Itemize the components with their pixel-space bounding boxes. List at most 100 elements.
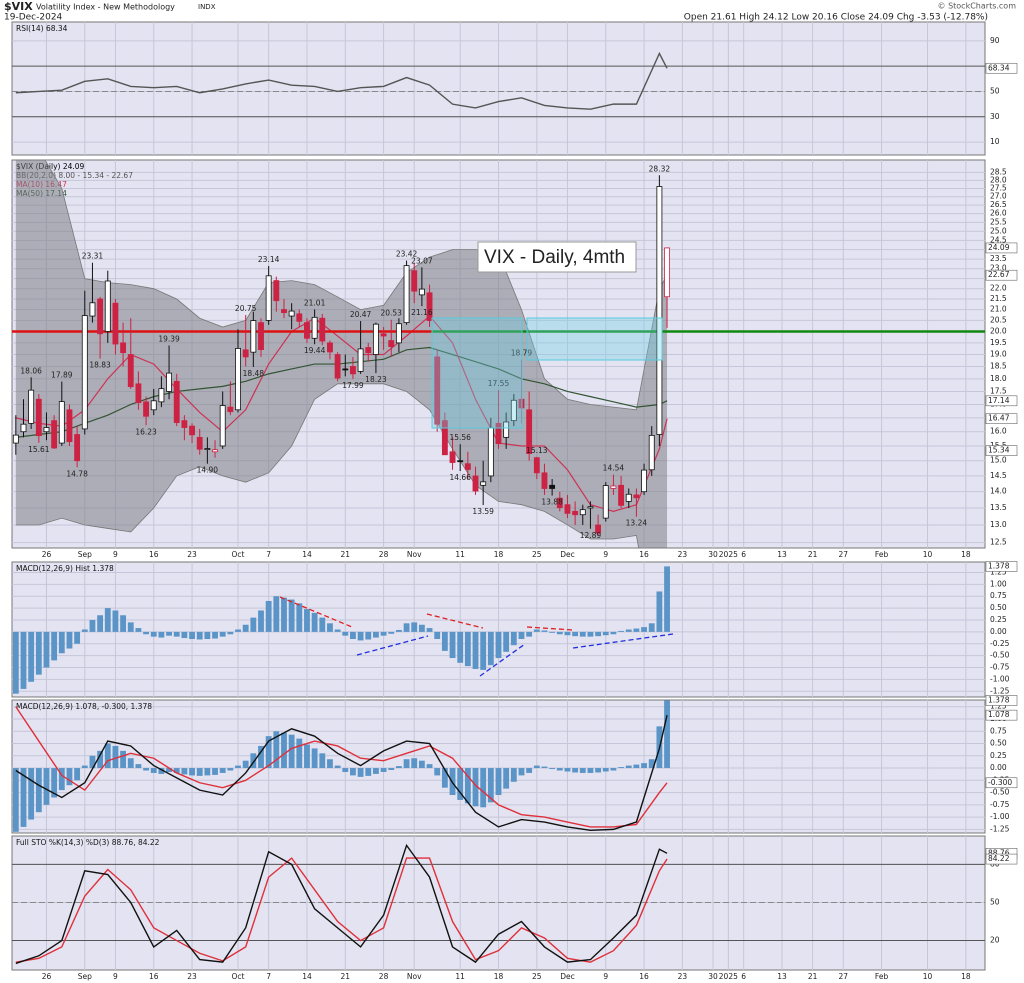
histogram-bar bbox=[66, 631, 73, 649]
histogram-bar bbox=[373, 768, 379, 774]
price-annotation: 19.39 bbox=[158, 334, 180, 343]
candle-body bbox=[189, 425, 195, 436]
histogram-bar bbox=[66, 768, 73, 786]
histogram-bar bbox=[97, 750, 104, 769]
x-tick-label: 11 bbox=[455, 550, 465, 559]
histogram-bar bbox=[112, 610, 119, 632]
histogram-bar bbox=[327, 759, 333, 769]
histogram-bar bbox=[227, 631, 234, 635]
histogram-bar bbox=[395, 629, 402, 632]
y-tick-label: 0.00 bbox=[990, 763, 1007, 772]
y-tick-label: 24.5 bbox=[990, 235, 1007, 244]
price-annotation: 28.32 bbox=[649, 164, 671, 173]
candle-body bbox=[595, 524, 602, 534]
price-annotation: 13.88 bbox=[541, 498, 563, 507]
x-tick-label: 13 bbox=[777, 550, 787, 559]
histogram-bar bbox=[434, 768, 441, 776]
candle-body bbox=[618, 484, 625, 506]
y-tick-label: -0.75 bbox=[990, 800, 1010, 809]
histogram-bar bbox=[81, 765, 88, 769]
histogram-bar bbox=[311, 748, 318, 769]
histogram-bar bbox=[625, 629, 632, 632]
y-tick-label: -1.25 bbox=[990, 686, 1010, 695]
histogram-bar bbox=[564, 768, 571, 772]
candle-body bbox=[327, 342, 333, 353]
histogram-bar bbox=[518, 768, 525, 776]
y-tick-label: -0.25 bbox=[990, 639, 1010, 648]
histogram-bar bbox=[28, 631, 35, 682]
histogram-bar bbox=[457, 768, 464, 800]
price-annotation: 15.61 bbox=[28, 445, 50, 454]
candle-body bbox=[633, 494, 640, 499]
x-tick-label: Dec bbox=[560, 550, 575, 559]
legend-entry: $VIX (Daily) 24.09 bbox=[16, 162, 85, 171]
histogram-bar bbox=[541, 630, 548, 632]
price-annotation: 20.47 bbox=[350, 310, 372, 319]
ma10-line bbox=[15, 315, 668, 512]
candle-body bbox=[235, 348, 241, 411]
histogram-bar bbox=[350, 631, 356, 640]
histogram-bar bbox=[288, 734, 295, 769]
y-tick-label: 23.5 bbox=[990, 254, 1007, 263]
x-tick-label: 28 bbox=[379, 972, 389, 981]
x-tick-label: Feb bbox=[875, 972, 889, 981]
histogram-bar bbox=[143, 631, 149, 635]
candle-body bbox=[602, 485, 609, 519]
x-tick-label: 2025 bbox=[719, 550, 738, 559]
candle-body bbox=[304, 322, 310, 339]
histogram-bar bbox=[135, 764, 142, 769]
histogram-bar bbox=[449, 631, 456, 659]
histogram-bar bbox=[242, 760, 249, 769]
histogram-bar bbox=[357, 631, 364, 641]
drawn-annotations bbox=[279, 317, 674, 677]
x-tick-label: 9 bbox=[113, 972, 118, 981]
candle-body bbox=[319, 317, 326, 342]
histogram-bar bbox=[426, 764, 433, 769]
text-box-label: VIX - Daily, 4mth bbox=[484, 247, 625, 268]
histogram-bar bbox=[219, 631, 226, 637]
legend-entry: BB(20,2.0) 8.00 - 15.34 - 22.67 bbox=[16, 171, 133, 180]
histogram-bar bbox=[541, 766, 548, 769]
candle-body bbox=[411, 270, 418, 292]
candle-body bbox=[181, 420, 188, 428]
x-tick-label: Nov bbox=[407, 550, 422, 559]
candle-body bbox=[365, 347, 372, 354]
histogram-bar bbox=[334, 629, 341, 632]
candle-body bbox=[273, 280, 280, 302]
price-annotation: 12.89 bbox=[580, 531, 602, 540]
y-tick-label: 30 bbox=[990, 112, 1000, 121]
histogram-bar bbox=[258, 610, 264, 632]
candle-body bbox=[357, 348, 364, 372]
candle-body bbox=[43, 427, 50, 433]
histogram-bar bbox=[120, 750, 127, 769]
price-annotation: 23.42 bbox=[396, 250, 418, 259]
histogram-bar bbox=[189, 631, 195, 640]
candle-body bbox=[250, 320, 257, 353]
y-tick-label: 0.50 bbox=[990, 739, 1007, 748]
candle-body bbox=[441, 420, 448, 456]
price-annotation: 15.56 bbox=[449, 433, 471, 442]
price-annotation: 19.44 bbox=[304, 346, 326, 355]
histogram-bar bbox=[166, 631, 172, 636]
candle-body bbox=[143, 401, 150, 417]
trend-line bbox=[572, 633, 674, 649]
candle-body bbox=[58, 401, 65, 444]
histogram-bar bbox=[572, 768, 579, 773]
histogram-bar bbox=[373, 631, 379, 638]
histogram-bar bbox=[158, 631, 165, 638]
price-annotation: 23.14 bbox=[258, 255, 280, 264]
x-tick-label: 30 bbox=[708, 550, 718, 559]
y-tick-label: 1.00 bbox=[990, 579, 1007, 588]
candle-body bbox=[219, 405, 226, 447]
histogram-bar bbox=[579, 768, 586, 773]
value-tag bbox=[985, 709, 1018, 721]
histogram-bar bbox=[43, 631, 50, 668]
histogram-bar bbox=[610, 631, 617, 635]
y-tick-label: 13.0 bbox=[990, 520, 1007, 529]
candle-body bbox=[495, 422, 502, 445]
y-tick-label: 18.0 bbox=[990, 374, 1007, 383]
histogram-bar bbox=[487, 631, 494, 666]
x-tick-label: 16 bbox=[149, 550, 159, 559]
histogram-bar bbox=[487, 768, 494, 803]
x-tick-label: 7 bbox=[266, 972, 271, 981]
